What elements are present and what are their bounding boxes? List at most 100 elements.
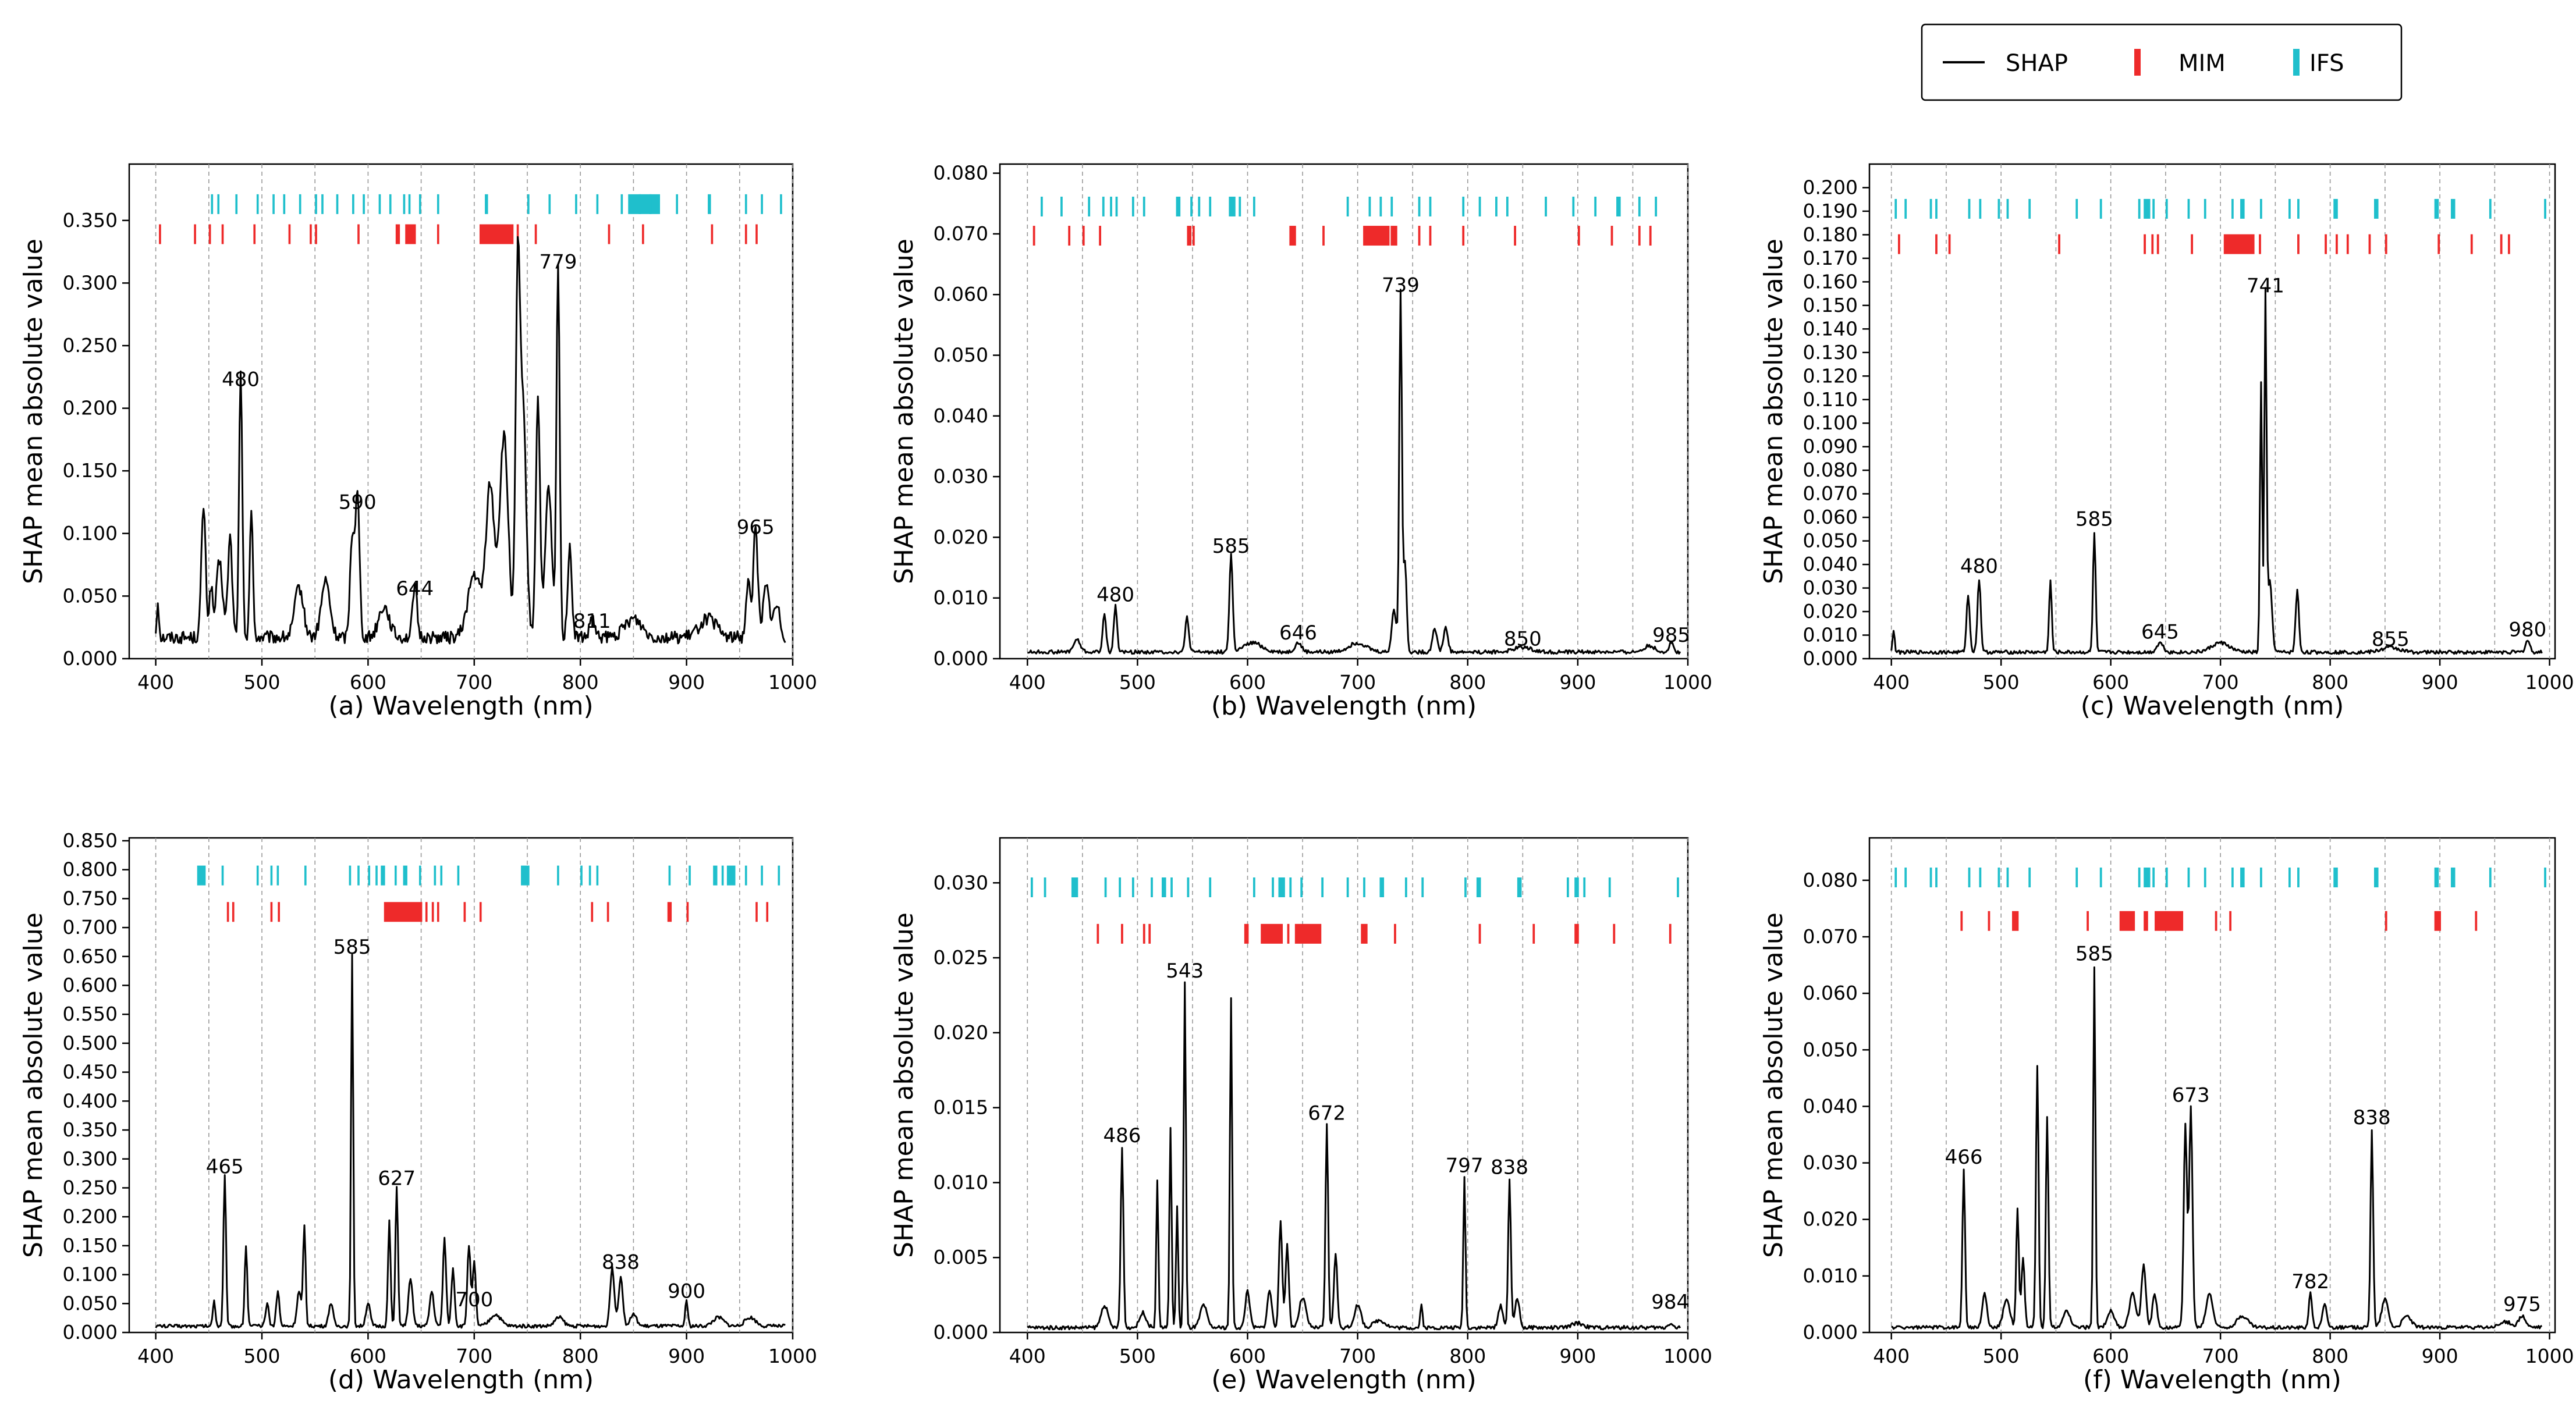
ifs-mark <box>2489 868 2492 887</box>
plot-frame <box>999 163 1689 660</box>
mim-mark <box>1462 226 1465 246</box>
ifs-mark <box>1404 877 1407 897</box>
mim-mark <box>194 224 196 244</box>
y-tick-label: 0.000 <box>63 647 118 670</box>
shap-line <box>1027 981 1681 1331</box>
mim-mark <box>2470 234 2473 254</box>
ifs-mark <box>668 865 671 886</box>
mim-mark <box>425 902 428 922</box>
ifs-mark <box>2333 198 2338 219</box>
mim-mark <box>1394 923 1396 944</box>
mim-mark <box>1099 226 1101 246</box>
ifs-mark <box>1894 868 1897 887</box>
mim-mark <box>1418 226 1421 246</box>
ifs-mark <box>588 865 591 886</box>
y-axis-ticks: 0.000 0.010 0.020 0.030 0.040 0.050 0.060 0.070… <box>1803 869 1869 1344</box>
ifs-mark <box>1198 197 1201 217</box>
mim-mark <box>2087 911 2089 931</box>
ifs-mark <box>2204 198 2206 219</box>
ifs-mark <box>304 865 307 886</box>
ifs-mark <box>708 194 711 214</box>
y-tick-label: 0.050 <box>934 344 988 367</box>
ifs-mark <box>721 865 724 886</box>
ifs-mark <box>352 194 354 214</box>
ifs-mark <box>1638 197 1641 217</box>
peak-annotations: 465 585 627 700 838 900 <box>206 936 705 1312</box>
plot-frame <box>128 837 794 1334</box>
x-tick-label: 800 <box>2312 1345 2348 1367</box>
ifs-mark <box>1495 197 1498 217</box>
peak-label: 782 <box>2291 1270 2329 1293</box>
mim-mark <box>686 902 689 922</box>
mim-marks <box>1097 923 1672 944</box>
mim-mark <box>2223 234 2255 254</box>
ifs-mark <box>2450 198 2456 219</box>
ifs-mark <box>1418 197 1421 217</box>
peak-label: 465 <box>206 1156 244 1179</box>
peak-label: 480 <box>222 368 260 392</box>
ifs-marks <box>197 865 780 886</box>
mim-mark <box>641 224 644 244</box>
x-axis-ticks: 400 500 600 700 800 900 1000 <box>137 659 817 694</box>
ifs-mark <box>2231 868 2234 887</box>
ifs-mark <box>418 194 421 214</box>
ifs-mark <box>457 865 460 886</box>
mim-mark <box>1478 923 1481 944</box>
peak-label: 480 <box>1097 583 1134 606</box>
mim-marks <box>1032 226 1652 246</box>
y-tick-label: 0.040 <box>934 404 988 427</box>
mim-mark <box>405 224 416 244</box>
y-tick-label: 0.200 <box>63 1205 118 1228</box>
ifs-mark <box>211 194 214 214</box>
y-tick-label: 0.100 <box>63 1263 118 1286</box>
peak-label: 480 <box>1960 555 1998 578</box>
x-tick-label: 1000 <box>1663 1345 1712 1367</box>
y-tick-label: 0.000 <box>1803 1321 1858 1344</box>
y-tick-label: 0.000 <box>934 647 988 670</box>
peak-label: 627 <box>378 1167 416 1190</box>
x-gridlines <box>1027 838 1688 1332</box>
ifs-mark <box>2240 868 2245 887</box>
peak-label: 739 <box>1382 273 1420 297</box>
peak-annotations: 466 585 673 782 838 975 <box>1945 943 2541 1316</box>
peak-label: 980 <box>2508 619 2546 642</box>
y-tick-label: 0.150 <box>63 1234 118 1257</box>
x-tick-label: 700 <box>2202 671 2239 694</box>
y-tick-label: 0.180 <box>1803 223 1858 246</box>
ifs-mark <box>1300 877 1303 897</box>
ifs-mark <box>2187 868 2190 887</box>
mim-mark <box>711 224 714 244</box>
ifs-mark <box>256 194 259 214</box>
y-axis-ticks: 0.000 0.010 0.020 0.030 0.040 0.050 0.060 0.070… <box>934 162 1000 670</box>
y-axis-title: SHAP mean absolute value <box>1759 239 1789 584</box>
ifs-mark <box>744 194 747 214</box>
legend-mim-swatch <box>2134 49 2141 76</box>
peak-label: 486 <box>1103 1124 1141 1147</box>
mim-mark <box>1363 226 1390 246</box>
y-tick-label: 0.010 <box>1803 1264 1858 1287</box>
x-tick-label: 600 <box>1229 1345 1266 1367</box>
mim-mark <box>2507 234 2510 254</box>
x-gridlines <box>1027 164 1688 659</box>
ifs-mark <box>676 194 679 214</box>
ifs-mark <box>1655 197 1658 217</box>
ifs-mark <box>1616 197 1621 217</box>
mim-mark <box>208 224 211 244</box>
ifs-mark <box>1462 197 1465 217</box>
ifs-mark <box>1935 198 1938 219</box>
ifs-mark <box>375 865 378 886</box>
peak-label: 644 <box>396 577 434 600</box>
ifs-mark <box>1119 877 1122 897</box>
legend-ifs-swatch <box>2293 49 2300 76</box>
y-tick-label: 0.150 <box>1803 294 1858 317</box>
y-tick-label: 0.110 <box>1803 388 1858 411</box>
x-axis-ticks: 400 500 600 700 800 900 1000 <box>1873 659 2574 694</box>
x-tick-label: 600 <box>1229 671 1266 694</box>
ifs-mark <box>1104 877 1107 897</box>
peak-label: 585 <box>2075 943 2113 966</box>
x-tick-label: 500 <box>1983 1345 2020 1367</box>
mim-mark <box>1244 923 1249 944</box>
y-tick-label: 0.040 <box>1803 553 1858 575</box>
ifs-mark <box>217 194 220 214</box>
y-axis-title: SHAP mean absolute value <box>19 239 48 584</box>
